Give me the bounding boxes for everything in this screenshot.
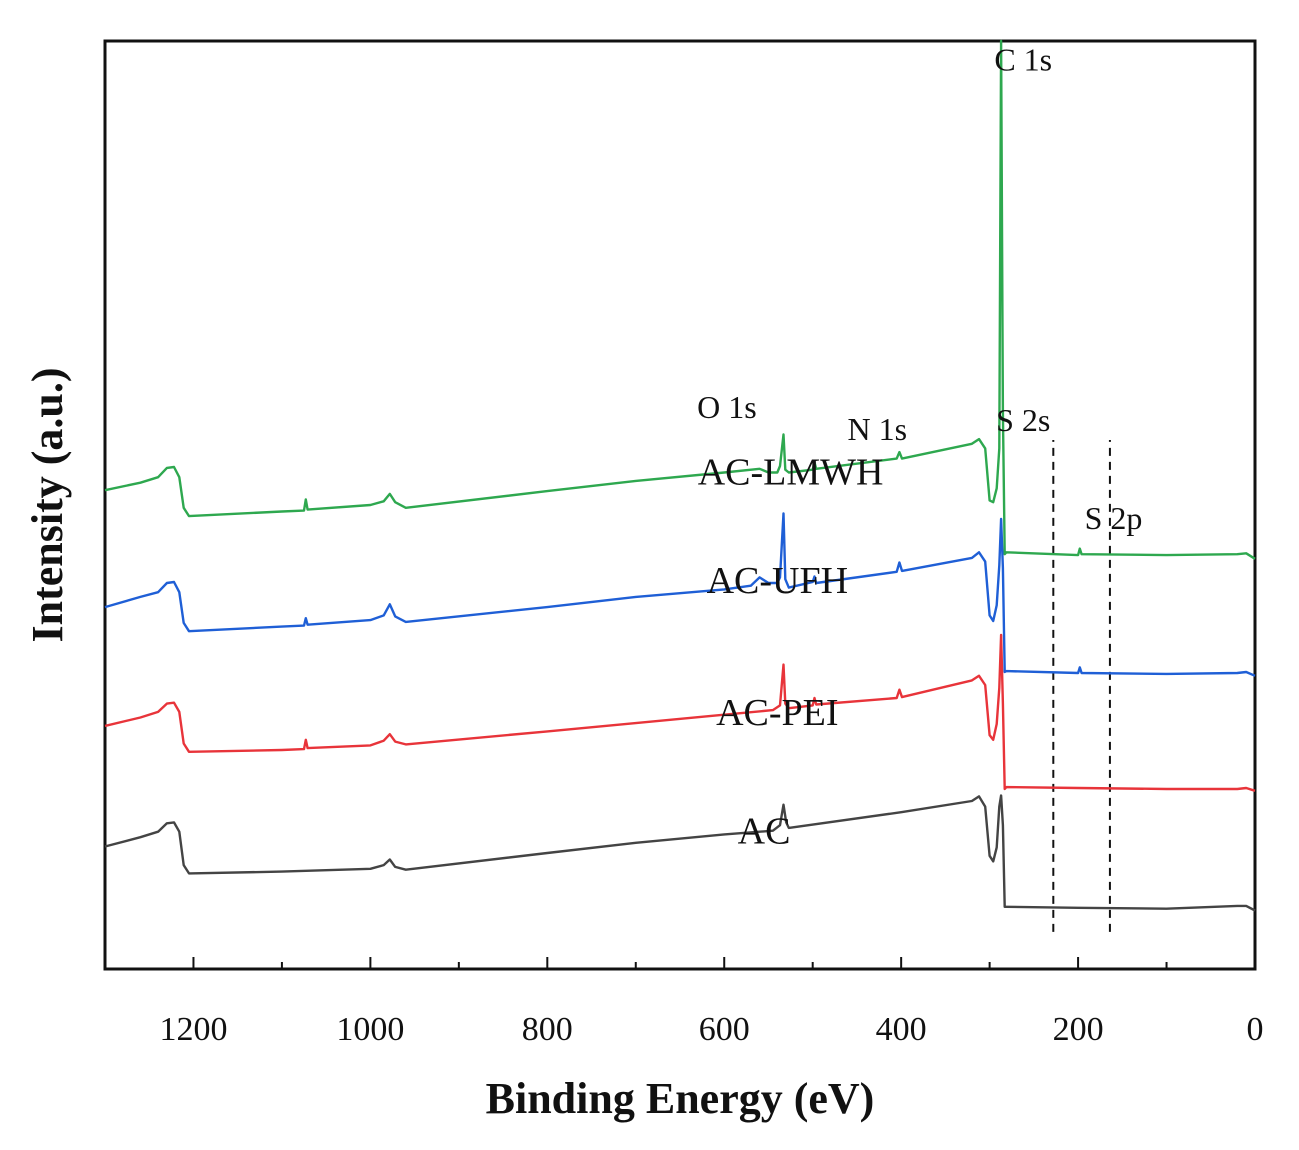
series-line-ac bbox=[104, 794, 1256, 912]
peak-annotation: N 1s bbox=[847, 411, 907, 447]
series-label-ac-lmwh: AC-LMWH bbox=[698, 452, 884, 494]
peak-annotation: C 1s bbox=[994, 42, 1052, 78]
x-tick-label: 1200 bbox=[159, 1011, 227, 1048]
x-tick-label: 0 bbox=[1247, 1011, 1264, 1048]
peak-annotation: O 1s bbox=[697, 389, 757, 425]
x-axis-ticks: 1200 1000 800 600 400 200 0 bbox=[104, 957, 1264, 1048]
x-tick-label: 200 bbox=[1053, 1011, 1104, 1048]
series-group bbox=[104, 39, 1256, 912]
series-label-ac-pei: AC-PEI bbox=[716, 692, 838, 734]
series-line-ac-pei bbox=[104, 633, 1256, 792]
x-tick-label: 800 bbox=[522, 1011, 573, 1048]
y-axis-title: Intensity (a.u.) bbox=[23, 367, 72, 642]
peak-annotations: C 1s O 1s N 1s S 2s S 2p bbox=[697, 42, 1142, 536]
x-axis-title: Binding Energy (eV) bbox=[486, 1074, 875, 1123]
series-labels: AC AC-PEI AC-UFH AC-LMWH bbox=[698, 452, 884, 853]
x-tick-label: 400 bbox=[876, 1011, 927, 1048]
series-label-ac-ufh: AC-UFH bbox=[707, 560, 848, 602]
reference-lines bbox=[1052, 440, 1111, 932]
peak-annotation: S 2p bbox=[1085, 500, 1143, 536]
series-line-ac-lmwh bbox=[104, 39, 1256, 560]
series-label-ac: AC bbox=[738, 811, 791, 853]
x-tick-label: 1000 bbox=[336, 1011, 404, 1048]
peak-annotation: S 2s bbox=[996, 402, 1050, 438]
plot-frame bbox=[103, 39, 1257, 971]
x-tick-label: 600 bbox=[699, 1011, 750, 1048]
series-line-ac-ufh bbox=[104, 512, 1256, 677]
